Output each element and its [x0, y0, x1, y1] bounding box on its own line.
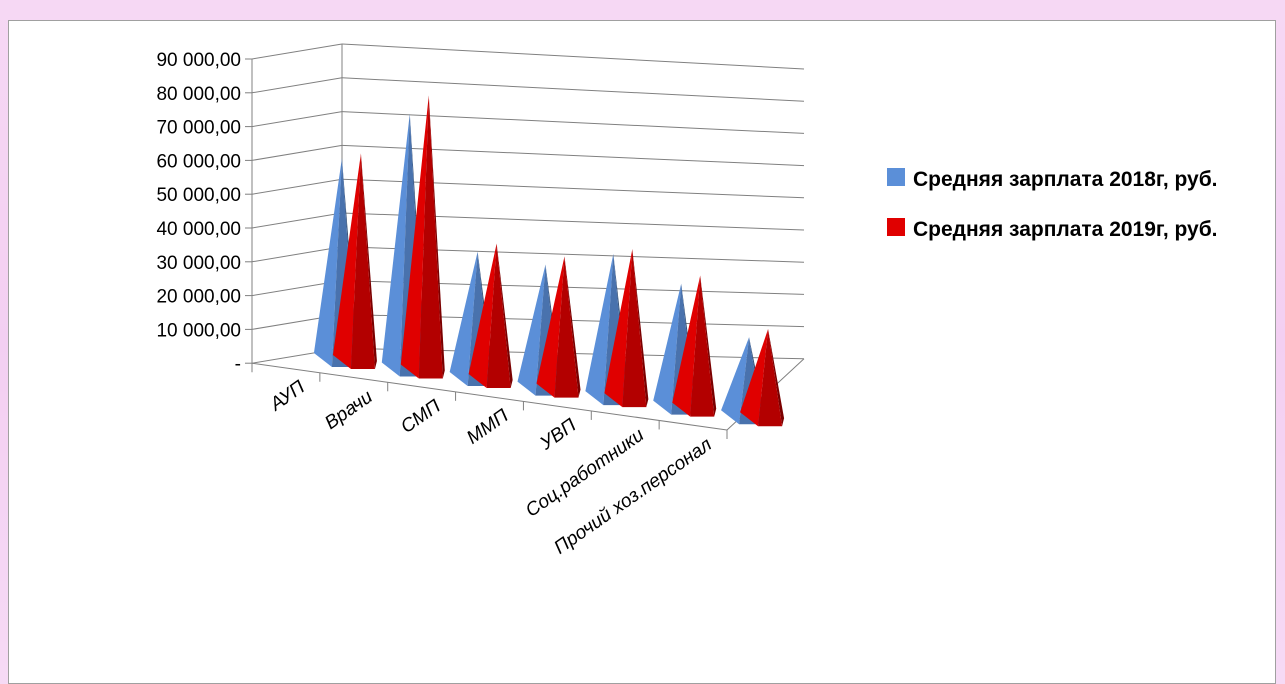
gridline-side: [251, 77, 343, 94]
gridline-side: [251, 43, 343, 60]
x-category-label: СМП: [397, 396, 445, 438]
legend: Средняя зарплата 2018г, руб. Средняя зар…: [887, 162, 1267, 262]
y-tick-label: 30 000,00: [156, 253, 241, 274]
x-category-label: АУП: [266, 377, 309, 416]
pyramid-2019-1: [400, 95, 445, 379]
pyramid-2019-3: [536, 256, 581, 398]
x-category-label: УВП: [536, 415, 581, 455]
pyramid-marks: [313, 95, 785, 427]
pyramid-2019-6: [740, 328, 785, 427]
x-category-label: Прочий хоз.персонал: [551, 434, 717, 559]
pyramid-chart: 90 000,00 80 000,00 70 000,00 60 000,00 50 0…: [156, 43, 805, 559]
legend-swatch-2018: [887, 168, 905, 186]
y-axis-ticks: 90 000,00 80 000,00 70 000,00 60 000,00 50 0…: [156, 50, 241, 375]
gridline-side: [251, 144, 343, 161]
x-axis-line: [251, 362, 728, 431]
y-tick-label: 50 000,00: [156, 185, 241, 206]
legend-swatch-2019: [887, 218, 905, 236]
y-tick-label: 40 000,00: [156, 219, 241, 240]
gridline-side: [251, 246, 343, 263]
pyramid-2019-5: [672, 275, 717, 417]
y-tick-label: 60 000,00: [156, 151, 241, 172]
gridline: [341, 111, 805, 134]
y-tick-label: 20 000,00: [156, 287, 241, 308]
gridline: [341, 43, 805, 70]
gridline-side: [251, 212, 343, 229]
gridline-side: [251, 178, 343, 195]
x-category-label: ММП: [463, 405, 512, 448]
chart-frame: 90 000,00 80 000,00 70 000,00 60 000,00 50 0…: [8, 20, 1276, 684]
y-tick-label: 90 000,00: [156, 50, 241, 71]
gridline: [341, 144, 805, 167]
y-tick-label: 10 000,00: [156, 320, 241, 341]
y-tick-label: 70 000,00: [156, 118, 241, 139]
legend-item-2018: Средняя зарплата 2018г, руб.: [887, 162, 1267, 198]
gridline: [341, 178, 805, 199]
y-tick-label: 80 000,00: [156, 84, 241, 105]
gridline: [341, 77, 805, 102]
y-tick-label: -: [235, 354, 241, 375]
legend-item-2019: Средняя зарплата 2019г, руб.: [887, 212, 1267, 248]
gridline-side: [251, 111, 343, 128]
legend-label-2019: Средняя зарплата 2019г, руб.: [913, 218, 1218, 241]
pyramid-2019-4: [604, 249, 649, 408]
legend-label-2018: Средняя зарплата 2018г, руб.: [913, 168, 1218, 191]
pyramid-2019-0: [332, 153, 377, 369]
pyramid-2019-2: [468, 243, 513, 389]
x-category-label: Врачи: [321, 386, 377, 434]
